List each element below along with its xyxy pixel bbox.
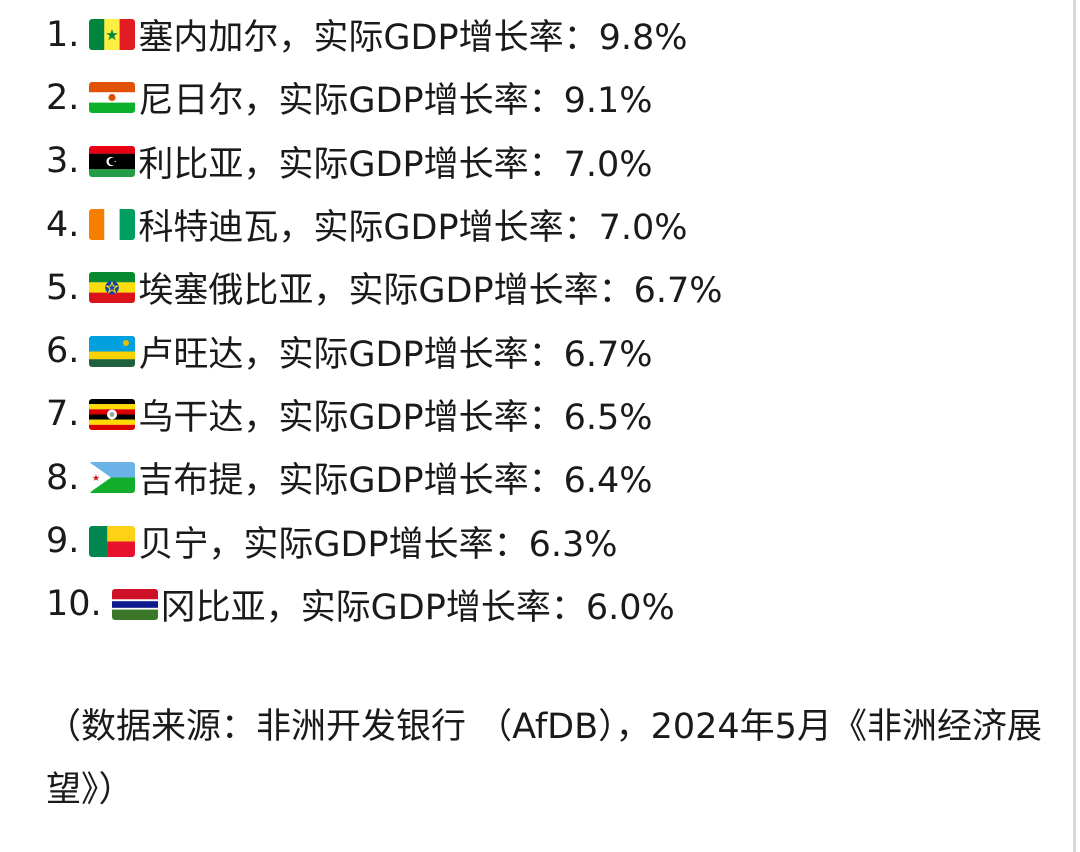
- list-item: 8. 吉布提，实际GDP增长率：6.4%: [46, 446, 723, 509]
- list-item: 6. 卢旺达，实际GDP增长率：6.7%: [46, 319, 723, 382]
- rwanda-flag-icon: [89, 335, 136, 367]
- gambia-flag-icon: [111, 588, 158, 620]
- list-item: 9. 贝宁，实际GDP增长率：6.3%: [46, 509, 723, 572]
- benin-flag-icon: [89, 525, 136, 557]
- item-number: 10.: [46, 584, 102, 625]
- data-source-note: （数据来源：非洲开发银行 （AfDB），2024年5月《非洲经济展望》）: [46, 707, 1042, 810]
- item-text: 尼日尔，实际GDP增长率：9.1%: [138, 81, 653, 122]
- item-number: 9.: [46, 521, 80, 562]
- item-text: 吉布提，实际GDP增长率：6.4%: [138, 461, 653, 502]
- item-number: 4.: [46, 204, 80, 245]
- item-text: 冈比亚，实际GDP增长率：6.0%: [160, 587, 675, 628]
- gdp-ranking-list: 1. 塞内加尔，实际GDP增长率：9.8% 2. 尼日尔，实际GDP增长率：9.…: [46, 3, 723, 636]
- item-text: 乌干达，实际GDP增长率：6.5%: [138, 397, 653, 438]
- item-text: 利比亚，实际GDP增长率：7.0%: [138, 144, 653, 185]
- list-item: 7. 乌干达，实际GDP增长率：6.5%: [46, 383, 723, 446]
- item-text: 贝宁，实际GDP增长率：6.3%: [138, 524, 618, 565]
- right-edge-rule: [1073, 0, 1076, 852]
- item-number: 6.: [46, 331, 80, 372]
- item-number: 2.: [46, 77, 80, 118]
- list-item: 3. 利比亚，实际GDP增长率：7.0%: [46, 130, 723, 193]
- list-item: 10. 冈比亚，实际GDP增长率：6.0%: [46, 573, 723, 636]
- list-item: 2. 尼日尔，实际GDP增长率：9.1%: [46, 66, 723, 129]
- list-item: 4. 科特迪瓦，实际GDP增长率：7.0%: [46, 193, 723, 256]
- item-number: 8.: [46, 457, 80, 498]
- item-text: 科特迪瓦，实际GDP增长率：7.0%: [138, 208, 688, 249]
- list-item: 1. 塞内加尔，实际GDP增长率：9.8%: [46, 3, 723, 66]
- item-text: 塞内加尔，实际GDP增长率：9.8%: [138, 18, 688, 59]
- item-number: 3.: [46, 141, 80, 182]
- item-text: 埃塞俄比亚，实际GDP增长率：6.7%: [138, 271, 723, 312]
- djibouti-flag-icon: [89, 462, 136, 494]
- item-number: 7.: [46, 394, 80, 435]
- libya-flag-icon: [89, 145, 136, 177]
- list-item: 5. 埃塞俄比亚，实际GDP增长率：6.7%: [46, 256, 723, 319]
- item-number: 1.: [46, 14, 80, 55]
- item-text: 卢旺达，实际GDP增长率：6.7%: [138, 334, 653, 375]
- niger-flag-icon: [89, 82, 136, 114]
- senegal-flag-icon: [89, 19, 136, 51]
- uganda-flag-icon: [89, 398, 136, 430]
- ethiopia-flag-icon: [89, 272, 136, 304]
- item-number: 5.: [46, 267, 80, 308]
- cote-divoire-flag-icon: [89, 209, 136, 241]
